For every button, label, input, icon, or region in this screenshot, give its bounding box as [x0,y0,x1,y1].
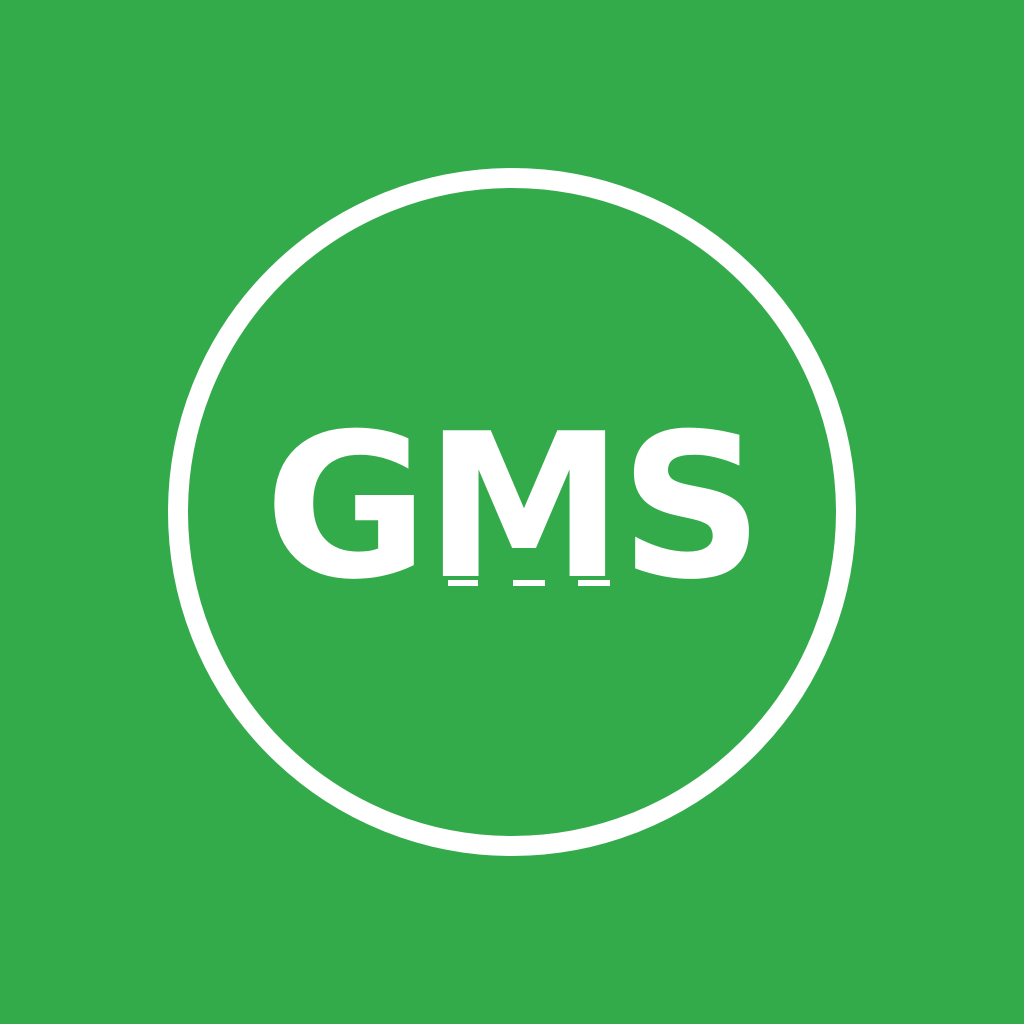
logo-underline-mark [448,580,478,586]
logo-underline-mark [513,580,545,586]
logo-underline-mark [578,580,610,586]
logo-wordmark: GMS [262,391,763,624]
logo-text: GMS [264,391,763,624]
